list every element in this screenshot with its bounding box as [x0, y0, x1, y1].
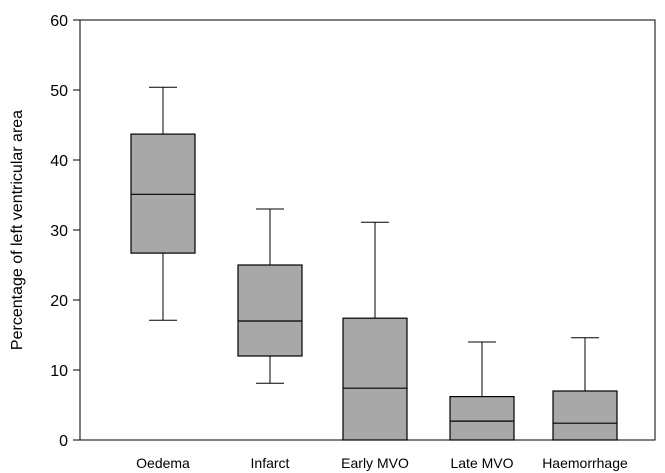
y-tick-label: 60: [50, 13, 68, 30]
x-tick-label: Early MVO: [341, 455, 409, 471]
box-infarct: [237, 208, 303, 384]
box-series: [130, 86, 618, 441]
box-early-mvo: [342, 221, 408, 441]
y-axis-ticks: 0 10 20 30 40 50 60: [50, 13, 80, 450]
interquartile-box: [342, 317, 408, 441]
x-tick-label: Oedema: [136, 455, 190, 471]
y-tick-label: 0: [59, 433, 68, 450]
y-tick-label: 20: [50, 293, 68, 310]
interquartile-box: [237, 264, 303, 357]
x-tick-label: Infarct: [251, 455, 290, 471]
x-tick-label: Haemorrhage: [542, 455, 628, 471]
interquartile-box: [130, 133, 196, 254]
y-axis-label: Percentage of left ventricular area: [9, 110, 26, 350]
box-oedema: [130, 86, 196, 321]
x-tick-label: Late MVO: [450, 455, 513, 471]
interquartile-box: [449, 396, 515, 441]
y-tick-label: 30: [50, 223, 68, 240]
x-axis-tick-labels: Oedema Infarct Early MVO Late MVO Haemorrhag…: [136, 455, 628, 471]
y-tick-label: 50: [50, 83, 68, 100]
y-tick-label: 40: [50, 153, 68, 170]
interquartile-box: [552, 390, 618, 441]
box-late-mvo: [449, 341, 515, 441]
y-tick-label: 10: [50, 363, 68, 380]
box-haemorrhage: [552, 337, 618, 441]
